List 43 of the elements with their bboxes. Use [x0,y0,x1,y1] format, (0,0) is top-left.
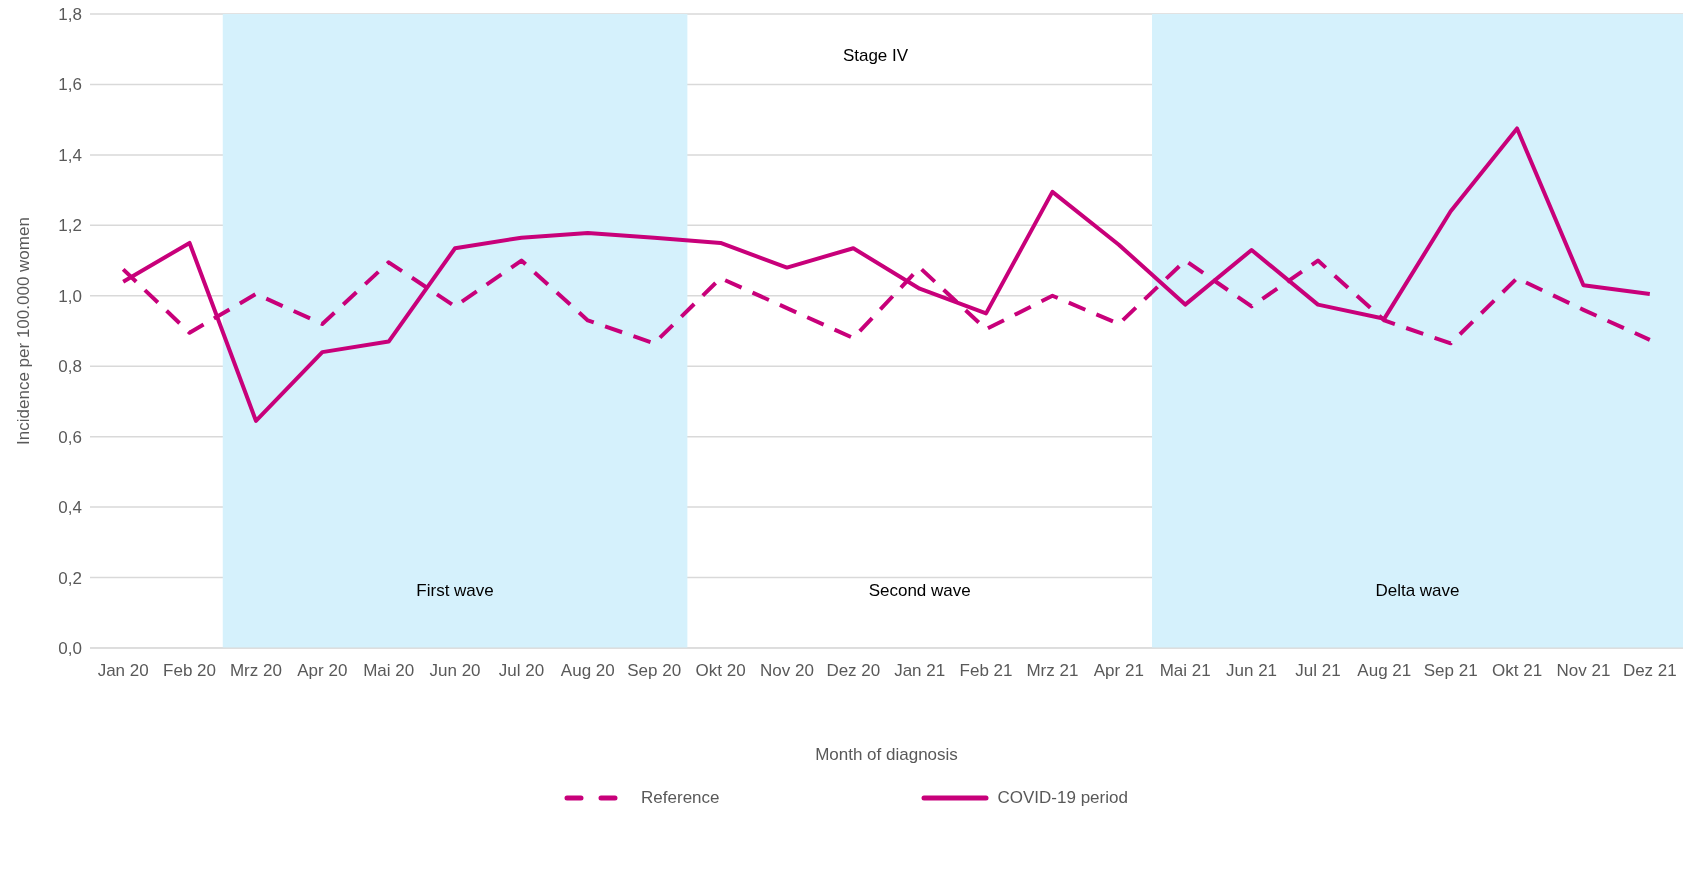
x-tick-label: Dez 21 [1622,661,1677,681]
y-tick-label: 0,2 [58,568,82,588]
x-tick-label: Sep 20 [627,661,682,681]
text: Stage IV [841,46,910,66]
x-tick-label: Feb 21 [959,661,1013,681]
y-axis-title: Incidence per 100.000 women [14,217,34,445]
x-tick-label: Jul 20 [498,661,545,681]
x-tick-label: Sep 21 [1423,661,1478,681]
x-tick-label: Feb 20 [163,661,217,681]
y-tick-label: 0,0 [58,639,82,659]
annotation: Second wave [868,581,971,600]
y-tick-label: 1,2 [58,216,82,236]
x-tick-label: Apr 20 [297,661,348,681]
x-tick-label: Apr 21 [1093,661,1144,681]
band-label: Delta wave [1375,581,1460,600]
x-tick-label: Jan 21 [894,661,946,681]
x-tick-label: Jun 21 [1226,661,1278,681]
x-tick-label: Jan 20 [97,661,149,681]
x-tick-label: Mrz 20 [229,661,282,681]
y-tick-label: 0,4 [58,498,82,518]
x-tick-label: Nov 20 [760,661,814,681]
y-tick-label: 1,0 [58,286,82,306]
legend-label: Reference [641,788,720,808]
legend-label: COVID-19 period [997,788,1128,808]
y-tick-label: 1,8 [58,5,82,25]
y-tick-label: 0,8 [58,357,82,377]
x-tick-label: Okt 20 [695,661,746,681]
y-tick-label: 0,6 [58,427,82,447]
x-tick-label: Aug 20 [560,661,615,681]
band-label: First wave [416,581,494,600]
y-tick-label: 1,4 [58,145,82,165]
x-tick-label: Mai 20 [363,661,415,681]
x-axis-title: Month of diagnosis [815,745,958,764]
y-tick-label: 1,6 [58,75,82,95]
x-tick-label: Mrz 21 [1026,661,1079,681]
line-series [121,126,1652,423]
x-tick-label: Okt 21 [1492,661,1543,681]
x-tick-label: Jul 21 [1295,661,1341,681]
x-tick-label: Aug 21 [1357,661,1412,681]
x-tick-label: Mai 21 [1159,661,1211,681]
x-tick-label: Nov 21 [1556,661,1611,681]
x-tick-label: Dez 20 [826,661,881,681]
x-tick-label: Jun 20 [429,661,481,681]
